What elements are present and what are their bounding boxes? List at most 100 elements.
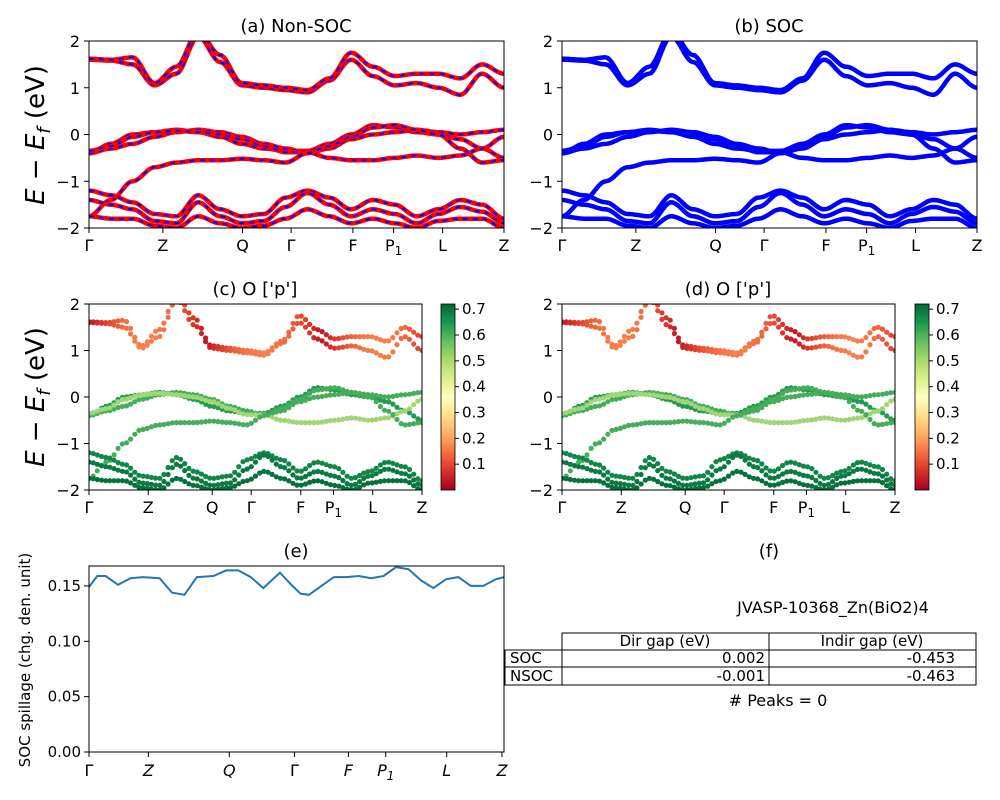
projected-point — [319, 329, 325, 335]
projected-point — [402, 334, 408, 340]
projected-point — [755, 336, 761, 342]
projected-point — [265, 469, 271, 475]
projected-point — [136, 392, 142, 398]
projected-point — [311, 335, 317, 341]
projected-point — [775, 397, 782, 403]
projected-point — [128, 480, 134, 486]
projected-point — [775, 324, 782, 330]
projected-point — [94, 319, 100, 325]
projected-point — [746, 461, 752, 467]
projected-point — [132, 334, 138, 340]
projected-point — [692, 474, 698, 480]
projected-point — [286, 468, 292, 474]
projected-point — [738, 453, 744, 460]
projected-point — [190, 475, 196, 481]
projected-point — [759, 402, 765, 408]
projected-point — [792, 419, 798, 425]
projected-point — [211, 475, 217, 481]
projected-point — [850, 403, 857, 410]
projected-point — [867, 411, 873, 417]
projected-point — [252, 453, 259, 459]
projected-point — [746, 407, 752, 413]
projected-point — [369, 480, 375, 486]
projected-point — [796, 480, 802, 486]
projected-point — [817, 334, 823, 340]
projected-point — [419, 389, 422, 395]
projected-point — [888, 420, 894, 426]
projected-point — [103, 406, 109, 412]
projected-point — [838, 347, 844, 353]
projected-point — [571, 463, 578, 469]
projected-point — [232, 469, 238, 475]
projected-point — [863, 478, 869, 484]
projected-point — [696, 485, 702, 490]
projected-point — [240, 468, 246, 474]
projected-point — [842, 468, 848, 474]
projected-point — [850, 352, 857, 358]
projected-point — [157, 475, 163, 481]
projected-point — [132, 393, 138, 399]
projected-point — [755, 476, 761, 482]
projected-point — [609, 392, 615, 398]
projected-point — [107, 478, 113, 484]
projected-point — [846, 471, 852, 477]
projected-point — [411, 341, 417, 347]
projected-point — [157, 326, 163, 332]
projected-point — [332, 417, 338, 423]
projected-point — [178, 463, 184, 469]
k-point-label: Z — [495, 761, 508, 780]
projected-point — [576, 454, 582, 460]
projected-point — [386, 466, 392, 472]
projected-point — [282, 458, 288, 464]
projected-point — [596, 469, 603, 475]
projected-point — [319, 479, 325, 485]
projected-point — [357, 484, 363, 490]
projected-point — [340, 344, 346, 350]
projected-point — [771, 468, 777, 474]
projected-point — [850, 462, 857, 468]
projected-point — [357, 334, 363, 340]
projected-point — [717, 347, 723, 354]
projected-point — [319, 393, 325, 400]
projected-point — [780, 330, 786, 336]
projected-point — [646, 461, 653, 467]
projected-point — [771, 396, 777, 402]
projected-point — [867, 393, 873, 399]
projected-point — [671, 419, 678, 425]
projected-point — [94, 461, 100, 467]
projected-point — [859, 394, 865, 400]
projected-point — [809, 474, 815, 481]
projected-point — [244, 457, 250, 463]
projected-point — [198, 484, 204, 490]
projected-point — [352, 481, 358, 487]
band-line-overlay — [89, 41, 504, 92]
panel-a-axes: 2 1 0 −1 −2 Γ Z Q Γ F P1 L Z — [56, 32, 509, 258]
projected-point — [261, 452, 267, 458]
projected-point — [169, 420, 175, 426]
projected-point — [596, 440, 603, 446]
colorbar-tick-label: 0.1 — [462, 455, 486, 473]
projected-point — [165, 464, 171, 471]
y-tick-label: −2 — [56, 481, 80, 500]
projected-point — [286, 329, 292, 335]
colorbar-tick-label: 0.3 — [936, 404, 960, 422]
projected-point — [796, 341, 802, 347]
projected-point — [700, 485, 707, 490]
projected-point — [684, 482, 690, 488]
projected-point — [411, 402, 417, 408]
y-tick-label: 2 — [70, 295, 80, 314]
projected-point — [805, 345, 811, 351]
projected-point — [332, 464, 338, 470]
projected-point — [219, 474, 225, 480]
projected-point — [834, 346, 840, 352]
projected-point — [352, 390, 358, 396]
projected-point — [613, 342, 619, 349]
projected-point — [626, 335, 632, 341]
projected-point — [850, 337, 857, 343]
projected-point — [867, 462, 873, 468]
projected-point — [788, 419, 794, 426]
projected-point — [617, 391, 623, 397]
projected-point — [580, 405, 586, 411]
projected-point — [680, 487, 686, 490]
k-point-label: F — [769, 498, 778, 517]
